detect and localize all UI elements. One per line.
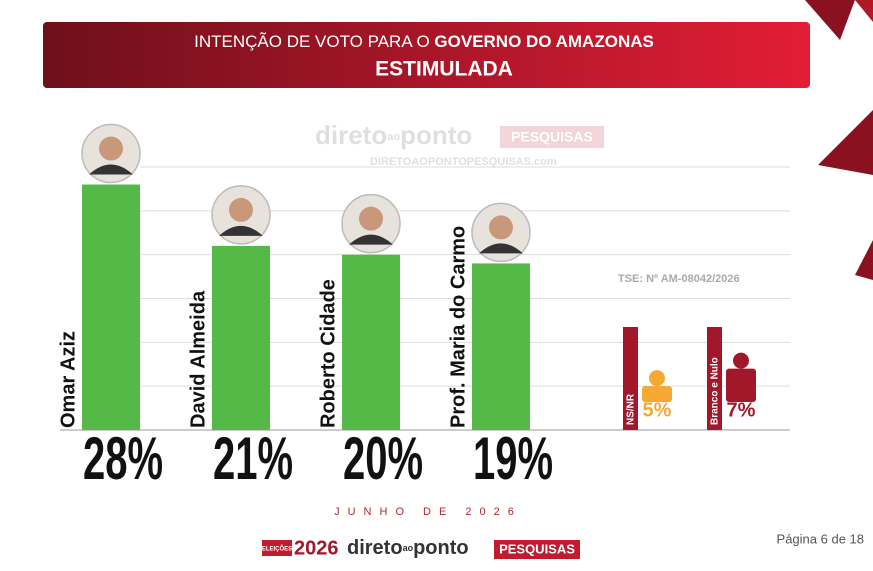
bar xyxy=(342,254,400,430)
photo-head xyxy=(359,206,383,231)
photo-body xyxy=(89,164,133,175)
watermark-label: PESQUISAS xyxy=(511,129,593,145)
decor xyxy=(818,110,873,175)
category-label: David Almeida xyxy=(187,290,209,428)
title-part: INTENÇÃO DE VOTO PARA O xyxy=(194,32,430,51)
watermark: diretoaoponto PESQUISAS DIRETOAOPONTOPES… xyxy=(315,120,604,168)
value-label: 20% xyxy=(343,425,423,492)
category-label: Prof. Maria do Carmo xyxy=(447,226,469,428)
icon-head xyxy=(649,370,665,387)
logo-box xyxy=(494,540,580,559)
logo-year: 2026 xyxy=(294,537,339,559)
chart-subtitle: ESTIMULADA xyxy=(375,58,513,81)
brand: ao xyxy=(403,543,414,553)
title-bold: GOVERNO DO AMAZONAS xyxy=(434,32,653,51)
watermark-brand: diretoaoponto xyxy=(315,120,472,150)
label-box xyxy=(707,327,722,430)
label-box xyxy=(623,327,638,430)
decor xyxy=(855,240,873,280)
brand: ponto xyxy=(400,120,472,150)
category-label: Omar Aziz xyxy=(57,331,79,428)
bar xyxy=(472,263,530,430)
value-label: 19% xyxy=(473,425,553,492)
logo-pesquisas: PESQUISAS xyxy=(499,541,575,556)
category-label: Roberto Cidade xyxy=(317,279,339,428)
footer-logo: ELEIÇÕES 2026 diretoaoponto PESQUISAS xyxy=(262,537,580,559)
photo-head xyxy=(99,136,123,161)
icon-head xyxy=(733,352,749,369)
brand: direto xyxy=(315,120,387,150)
decor xyxy=(855,0,873,22)
logo-brand: diretoaoponto xyxy=(347,537,469,559)
watermark-site: DIRETOAOPONTOPESQUISAS.com xyxy=(370,156,557,168)
bar xyxy=(82,184,140,430)
chart-title: INTENÇÃO DE VOTO PARA O GOVERNO DO AMAZO… xyxy=(194,32,654,51)
logo-label: ELEIÇÕES xyxy=(262,546,292,553)
bar xyxy=(212,245,270,430)
value-label: 5% xyxy=(643,399,672,421)
photo-head xyxy=(229,197,253,222)
category-label: NS/NR xyxy=(626,393,637,425)
decor xyxy=(805,0,855,40)
photo-body xyxy=(479,243,523,254)
page-number: Página 6 de 18 xyxy=(777,531,864,546)
value-label: 21% xyxy=(213,425,293,492)
header-banner xyxy=(43,22,810,88)
bar xyxy=(642,386,672,402)
category-label: Branco e Nulo xyxy=(710,357,721,425)
photo-body xyxy=(349,234,393,245)
brand: ponto xyxy=(413,537,469,559)
brand: ao xyxy=(387,131,400,143)
date: JUNHO DE 2026 xyxy=(334,506,522,518)
logo-box xyxy=(262,540,292,556)
brand: direto xyxy=(347,537,403,559)
watermark-box xyxy=(500,126,604,148)
bar xyxy=(726,368,756,402)
photo-body xyxy=(219,225,263,236)
registration: TSE: Nº AM-08042/2026 xyxy=(618,273,740,285)
photo-head xyxy=(489,215,513,240)
value-label: 7% xyxy=(727,399,756,421)
value-label: 28% xyxy=(83,425,163,492)
